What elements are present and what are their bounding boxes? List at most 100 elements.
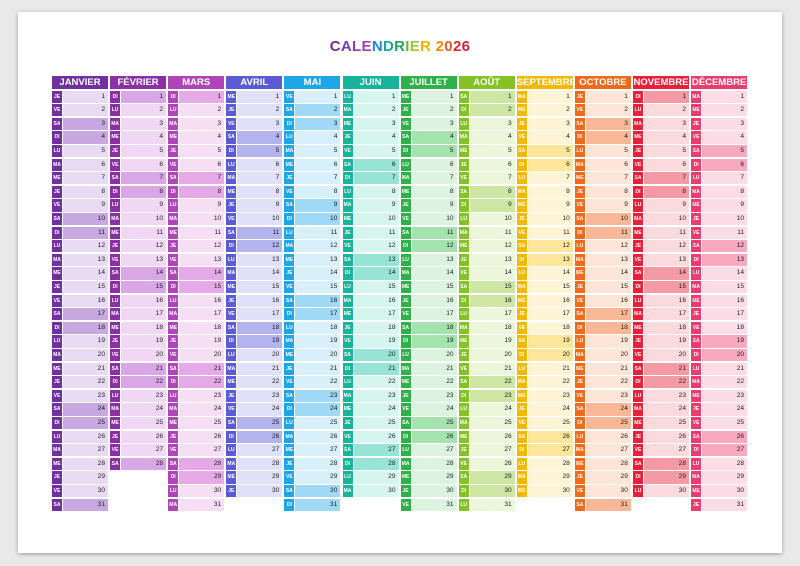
day-number: 23: [213, 391, 222, 399]
day-row: SA 2: [284, 104, 341, 118]
day-number: 5: [391, 147, 396, 155]
day-row: JE 5: [168, 144, 225, 158]
weekday-label: JE: [284, 457, 295, 471]
day-number: 30: [213, 487, 222, 495]
day-number: 17: [446, 310, 454, 318]
day-cell: 22: [411, 376, 457, 389]
weekday-label: DI: [284, 403, 295, 416]
day-number: 25: [446, 419, 454, 427]
day-row: DI 22: [110, 376, 167, 390]
day-row: MA 23: [342, 389, 399, 403]
day-number: 13: [562, 255, 570, 263]
day-row: MA 17: [633, 308, 689, 322]
weekday-label: ME: [691, 294, 702, 307]
day-cell: 10: [527, 213, 573, 226]
day-row: ME 18: [633, 321, 689, 335]
day-cell: 4: [644, 131, 689, 144]
day-cell: 3: [237, 117, 283, 131]
day-row: ME 7: [574, 172, 631, 186]
day-row: JE 19: [633, 335, 689, 349]
day-cell: 8: [179, 185, 225, 199]
weekday-label: SA: [342, 444, 353, 457]
day-number: 7: [624, 174, 628, 182]
day-row: SA 18: [400, 321, 457, 335]
weekday-label: VE: [110, 158, 121, 171]
weekday-label: VE: [574, 294, 585, 307]
day-row: MA 3: [168, 117, 225, 131]
day-number: 1: [333, 92, 338, 100]
day-cell: 17: [63, 308, 108, 321]
day-number: 2: [508, 106, 512, 114]
day-row: ME 17: [342, 308, 399, 322]
day-row: MA 2: [342, 104, 399, 118]
day-number: 12: [562, 242, 570, 250]
day-row: MA 14: [400, 267, 457, 281]
day-number: 2: [391, 106, 396, 114]
day-cell: 25: [179, 417, 225, 430]
day-row: LU 13: [226, 253, 283, 267]
day-row: DI 1: [633, 90, 689, 104]
weekday-label: SA: [633, 267, 643, 280]
weekday-label: LU: [284, 417, 295, 430]
weekday-label: SA: [633, 457, 643, 471]
day-number: 20: [155, 351, 164, 359]
weekday-label: DI: [52, 131, 62, 144]
day-row: LU 4: [284, 131, 341, 145]
day-number: 9: [566, 201, 570, 209]
day-cell: 20: [411, 349, 457, 362]
month-header: AVRIL: [226, 76, 283, 89]
day-cell: 9: [179, 199, 225, 212]
day-row: SA 12: [516, 240, 573, 254]
day-number: 15: [388, 283, 396, 291]
title-letter: E: [409, 38, 421, 55]
day-cell: 1: [527, 90, 573, 103]
day-cell: 31: [411, 498, 457, 511]
day-cell: 25: [644, 417, 689, 430]
day-row: SA 24: [574, 403, 631, 417]
day-cell: 18: [527, 321, 573, 335]
day-cell: 10: [585, 213, 631, 226]
day-cell: 10: [411, 213, 457, 226]
day-number: 28: [97, 459, 105, 467]
day-number: 14: [388, 269, 396, 277]
day-number: 15: [271, 283, 280, 291]
day-cell: 27: [527, 444, 573, 457]
day-cell: 7: [179, 172, 225, 185]
day-row: LU 9: [633, 199, 689, 213]
weekday-label: VE: [516, 417, 527, 430]
weekday-label: SA: [168, 457, 179, 471]
day-cell: 20: [353, 349, 399, 362]
day-row: LU 27: [226, 444, 283, 458]
day-cell: 4: [527, 131, 573, 144]
day-row: ME 16: [516, 294, 573, 308]
day-cell: 10: [237, 213, 283, 226]
day-row: LU 23: [110, 389, 167, 403]
day-number: 12: [620, 242, 628, 250]
day-row: LU 1: [342, 90, 399, 104]
weekday-label: VE: [110, 253, 121, 267]
day-row: ME 22: [400, 376, 457, 390]
day-row: VE 6: [110, 158, 167, 172]
weekday-label: VE: [400, 117, 411, 131]
day-row: MA 19: [284, 335, 341, 349]
day-row: MA 3: [110, 117, 167, 131]
day-row: VE 21: [458, 362, 515, 376]
day-row: LU 17: [458, 308, 515, 322]
day-row: MA 17: [168, 308, 225, 322]
day-number: 12: [97, 242, 105, 250]
day-number: 21: [678, 364, 686, 372]
day-row: LU 28: [691, 457, 748, 471]
day-number: 15: [446, 283, 454, 291]
day-number: 20: [446, 351, 454, 359]
day-number: 13: [271, 255, 280, 263]
weekday-label: LU: [284, 321, 295, 335]
day-cell: 7: [295, 172, 341, 185]
day-row: LU 19: [52, 335, 108, 349]
weekday-label: ME: [226, 376, 237, 389]
weekday-label: ME: [400, 90, 411, 103]
day-number: 16: [678, 296, 686, 304]
day-cell: 2: [411, 104, 457, 117]
day-number: 14: [330, 269, 338, 277]
day-number: 26: [736, 432, 745, 440]
weekday-label: VE: [226, 308, 237, 321]
